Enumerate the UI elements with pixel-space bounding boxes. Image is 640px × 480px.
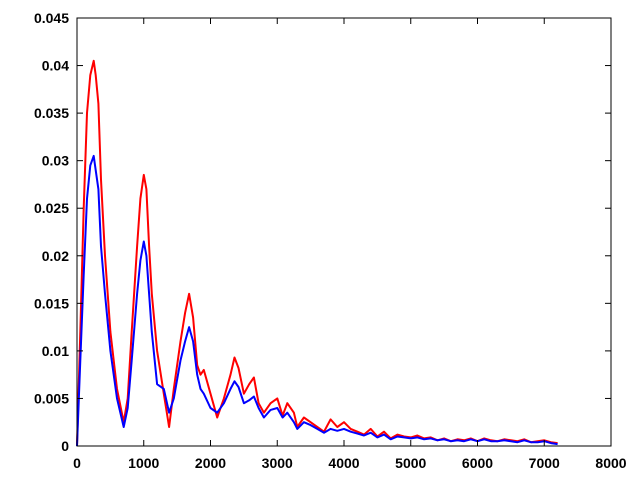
y-tick-label: 0.01 xyxy=(42,343,69,359)
x-tick-label: 1000 xyxy=(128,455,159,471)
series-layer xyxy=(76,59,558,447)
y-tick-label: 0.045 xyxy=(34,10,69,26)
x-tick-label: 8000 xyxy=(595,455,626,471)
x-tick-label: 2000 xyxy=(195,455,226,471)
y-tick-label: 0.025 xyxy=(34,200,69,216)
tick-label-layer: 0 1000 2000 3000 4000 5000 6000 7000 8000 0 0.005 0… xyxy=(34,10,627,471)
y-tick-label: 0.005 xyxy=(34,390,69,406)
y-tick-label: 0 xyxy=(61,438,69,454)
series-line-1 xyxy=(76,154,558,447)
y-tick-label: 0.015 xyxy=(34,295,69,311)
x-tick-label: 3000 xyxy=(262,455,293,471)
x-tick-label: 6000 xyxy=(462,455,493,471)
y-tick-label: 0.03 xyxy=(42,153,69,169)
x-tick-label: 7000 xyxy=(529,455,560,471)
y-tick-label: 0.04 xyxy=(42,58,69,74)
y-tick-label: 0.035 xyxy=(34,105,69,121)
x-tick-label: 4000 xyxy=(328,455,359,471)
y-tick-label: 0.02 xyxy=(42,248,69,264)
x-tick-label: 5000 xyxy=(395,455,426,471)
tick-layer xyxy=(76,17,612,447)
x-tick-label: 0 xyxy=(73,455,81,471)
series-line-0 xyxy=(76,59,558,447)
